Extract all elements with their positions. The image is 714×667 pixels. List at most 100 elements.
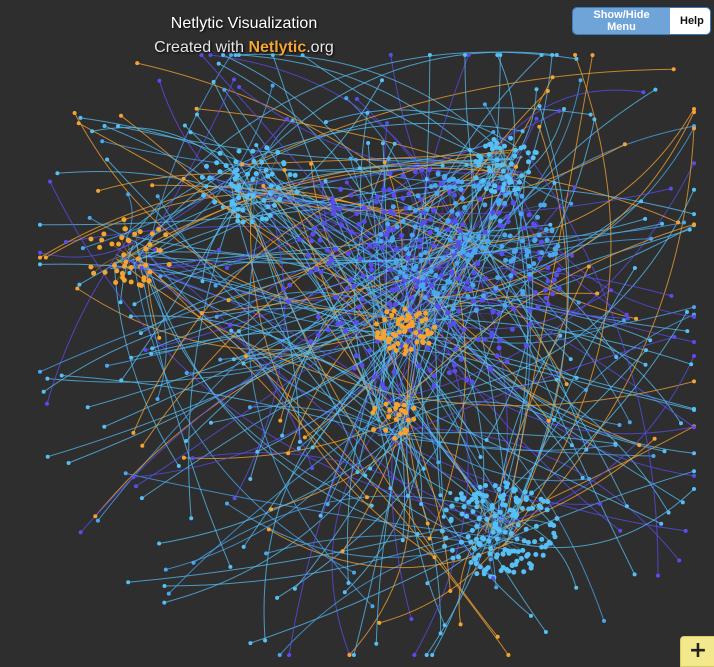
graph-node bbox=[648, 338, 652, 342]
graph-node bbox=[618, 529, 622, 533]
graph-node bbox=[384, 402, 389, 407]
graph-node bbox=[281, 160, 286, 165]
graph-node bbox=[502, 303, 507, 308]
graph-node bbox=[413, 278, 418, 283]
graph-node bbox=[692, 315, 696, 319]
graph-node bbox=[372, 374, 377, 379]
graph-node bbox=[633, 572, 637, 576]
graph-node bbox=[388, 337, 393, 342]
graph-node bbox=[381, 335, 386, 340]
graph-node bbox=[395, 224, 400, 229]
graph-node bbox=[515, 537, 520, 542]
graph-node bbox=[404, 428, 409, 433]
graph-node bbox=[387, 301, 392, 306]
graph-node bbox=[436, 171, 441, 176]
graph-node bbox=[429, 283, 434, 288]
graph-node bbox=[641, 90, 645, 94]
graph-node bbox=[595, 292, 599, 296]
graph-node bbox=[102, 425, 106, 429]
graph-node bbox=[437, 231, 442, 236]
graph-node bbox=[397, 412, 402, 417]
show-hide-menu-button[interactable]: Show/Hide Menu bbox=[573, 8, 670, 34]
graph-node bbox=[278, 653, 282, 657]
graph-node bbox=[483, 337, 488, 342]
graph-node bbox=[511, 570, 516, 575]
graph-node bbox=[622, 318, 626, 322]
graph-node bbox=[456, 555, 461, 560]
graph-node bbox=[435, 291, 440, 296]
graph-node bbox=[577, 301, 581, 305]
graph-node bbox=[456, 309, 461, 314]
graph-node bbox=[112, 263, 117, 268]
graph-node bbox=[448, 238, 453, 243]
netlytic-brand-link[interactable]: Netlytic bbox=[248, 39, 306, 56]
graph-node bbox=[406, 251, 411, 256]
graph-node bbox=[505, 359, 510, 364]
graph-node bbox=[521, 569, 526, 574]
graph-node bbox=[511, 306, 516, 311]
graph-node bbox=[538, 256, 543, 261]
title-block: Netlytic Visualization Created with Netl… bbox=[130, 14, 358, 59]
graph-node bbox=[156, 397, 160, 401]
graph-node bbox=[413, 330, 418, 335]
graph-node bbox=[533, 552, 538, 557]
graph-node bbox=[439, 631, 443, 635]
graph-node bbox=[474, 500, 479, 505]
graph-node bbox=[465, 258, 470, 263]
graph-node bbox=[331, 209, 336, 214]
graph-node bbox=[442, 515, 446, 519]
graph-node bbox=[147, 278, 152, 283]
graph-node bbox=[539, 240, 544, 245]
graph-node bbox=[508, 136, 513, 141]
graph-node bbox=[692, 407, 696, 411]
graph-node bbox=[277, 197, 282, 202]
graph-node bbox=[99, 238, 104, 243]
graph-node bbox=[491, 309, 496, 314]
graph-node bbox=[103, 270, 108, 275]
graph-node bbox=[625, 504, 629, 508]
graph-node bbox=[129, 280, 134, 285]
graph-node bbox=[676, 220, 680, 224]
graph-node bbox=[498, 338, 503, 343]
graph-node bbox=[140, 496, 144, 500]
graph-node bbox=[400, 324, 405, 329]
help-button[interactable]: Help bbox=[670, 8, 710, 34]
graph-node bbox=[370, 504, 374, 508]
graph-node bbox=[447, 178, 452, 183]
graph-node bbox=[474, 524, 479, 529]
graph-node bbox=[591, 53, 595, 57]
graph-node bbox=[119, 378, 123, 382]
graph-node bbox=[587, 265, 591, 269]
graph-node bbox=[291, 119, 295, 123]
graph-node bbox=[195, 107, 199, 111]
graph-node bbox=[667, 511, 671, 515]
graph-node bbox=[431, 208, 436, 213]
graph-node bbox=[495, 163, 500, 168]
zoom-in-button[interactable]: + bbox=[680, 636, 714, 667]
graph-node bbox=[499, 251, 504, 256]
graph-node bbox=[399, 408, 404, 413]
graph-node bbox=[139, 266, 143, 270]
graph-node bbox=[419, 318, 424, 323]
graph-node bbox=[434, 227, 439, 232]
graph-node bbox=[419, 258, 424, 263]
graph-node bbox=[428, 217, 433, 222]
graph-node bbox=[287, 283, 292, 288]
graph-node bbox=[614, 355, 618, 359]
graph-node bbox=[565, 382, 569, 386]
graph-node bbox=[167, 592, 171, 596]
graph-node bbox=[494, 585, 498, 589]
graph-node bbox=[537, 125, 541, 129]
graph-node bbox=[131, 431, 135, 435]
graph-node bbox=[524, 248, 529, 253]
graph-edge bbox=[118, 126, 523, 161]
graph-node bbox=[369, 275, 374, 280]
graph-node bbox=[374, 642, 378, 646]
graph-node bbox=[487, 152, 492, 157]
graph-node bbox=[472, 557, 477, 562]
graph-node bbox=[423, 311, 428, 316]
graph-node bbox=[539, 250, 544, 255]
graph-node bbox=[295, 190, 300, 195]
graph-node bbox=[584, 388, 588, 392]
